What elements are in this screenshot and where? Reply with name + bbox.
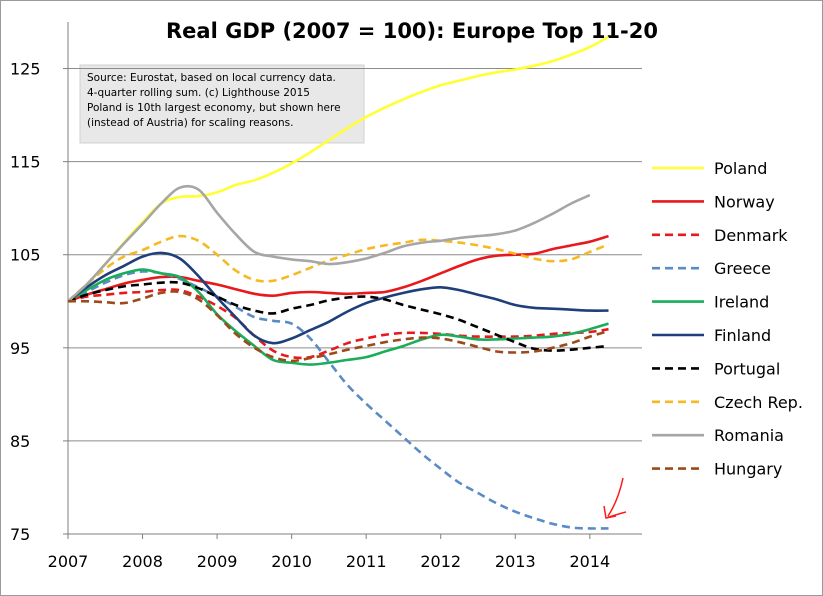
chart-title: Real GDP (2007 = 100): Europe Top 11-20 [166, 19, 658, 43]
series-line-norway [67, 234, 609, 303]
series-line-romania [67, 184, 591, 303]
legend-label-ireland: Ireland [714, 293, 769, 312]
x-tick-label: 2013 [495, 552, 536, 571]
x-tick-label: 2012 [420, 552, 461, 571]
legend-label-greece: Greece [714, 259, 771, 278]
y-tick-label: 85 [10, 432, 30, 451]
x-tick-label: 2010 [271, 552, 312, 571]
series-line-czech-rep [67, 234, 609, 303]
annotation-line: (instead of Austria) for scaling reasons… [87, 117, 293, 129]
y-axis-ticks: 75 85 95 105 115 125 [10, 60, 68, 544]
annotation-line: 4-quarter rolling sum. (c) Lighthouse 20… [87, 87, 310, 99]
series-line-hungary [67, 290, 609, 363]
series-lines [67, 35, 610, 530]
series-line-portugal [67, 280, 609, 352]
x-tick-label: 2008 [122, 552, 163, 571]
annotation-line: Source: Eurostat, based on local currenc… [87, 72, 336, 84]
x-tick-label: 2009 [197, 552, 238, 571]
legend-label-hungary: Hungary [714, 460, 782, 479]
y-tick-label: 95 [10, 339, 30, 358]
legend-label-norway: Norway [714, 192, 775, 211]
x-tick-label: 2014 [569, 552, 610, 571]
annotation-line: Poland is 10th largest economy, but show… [87, 102, 341, 114]
x-tick-label: 2007 [48, 552, 89, 571]
legend-label-poland: Poland [714, 159, 767, 178]
series-line-ireland [67, 268, 609, 366]
legend-label-denmark: Denmark [714, 226, 788, 245]
hand-drawn-arrow-icon [603, 477, 627, 519]
series-line-finland [67, 251, 609, 345]
x-tick-label: 2011 [346, 552, 387, 571]
series-line-greece [67, 270, 609, 530]
legend-label-czech-rep: Czech Rep. [714, 393, 803, 412]
y-tick-label: 115 [10, 153, 41, 172]
legend-label-finland: Finland [714, 326, 771, 345]
y-tick-label: 105 [10, 246, 41, 265]
x-axis-ticks: 2007 2008 2009 2010 2011 2012 2013 2014 [48, 534, 610, 571]
annotation-box [79, 64, 365, 144]
y-tick-label: 125 [10, 60, 41, 79]
legend-label-portugal: Portugal [714, 359, 780, 378]
series-line-denmark [67, 288, 609, 360]
axes [67, 22, 642, 535]
legend-label-romania: Romania [714, 426, 784, 445]
y-tick-label: 75 [10, 525, 30, 544]
legend: Poland Norway Denmark Greece Ireland Finland P… [652, 159, 803, 479]
